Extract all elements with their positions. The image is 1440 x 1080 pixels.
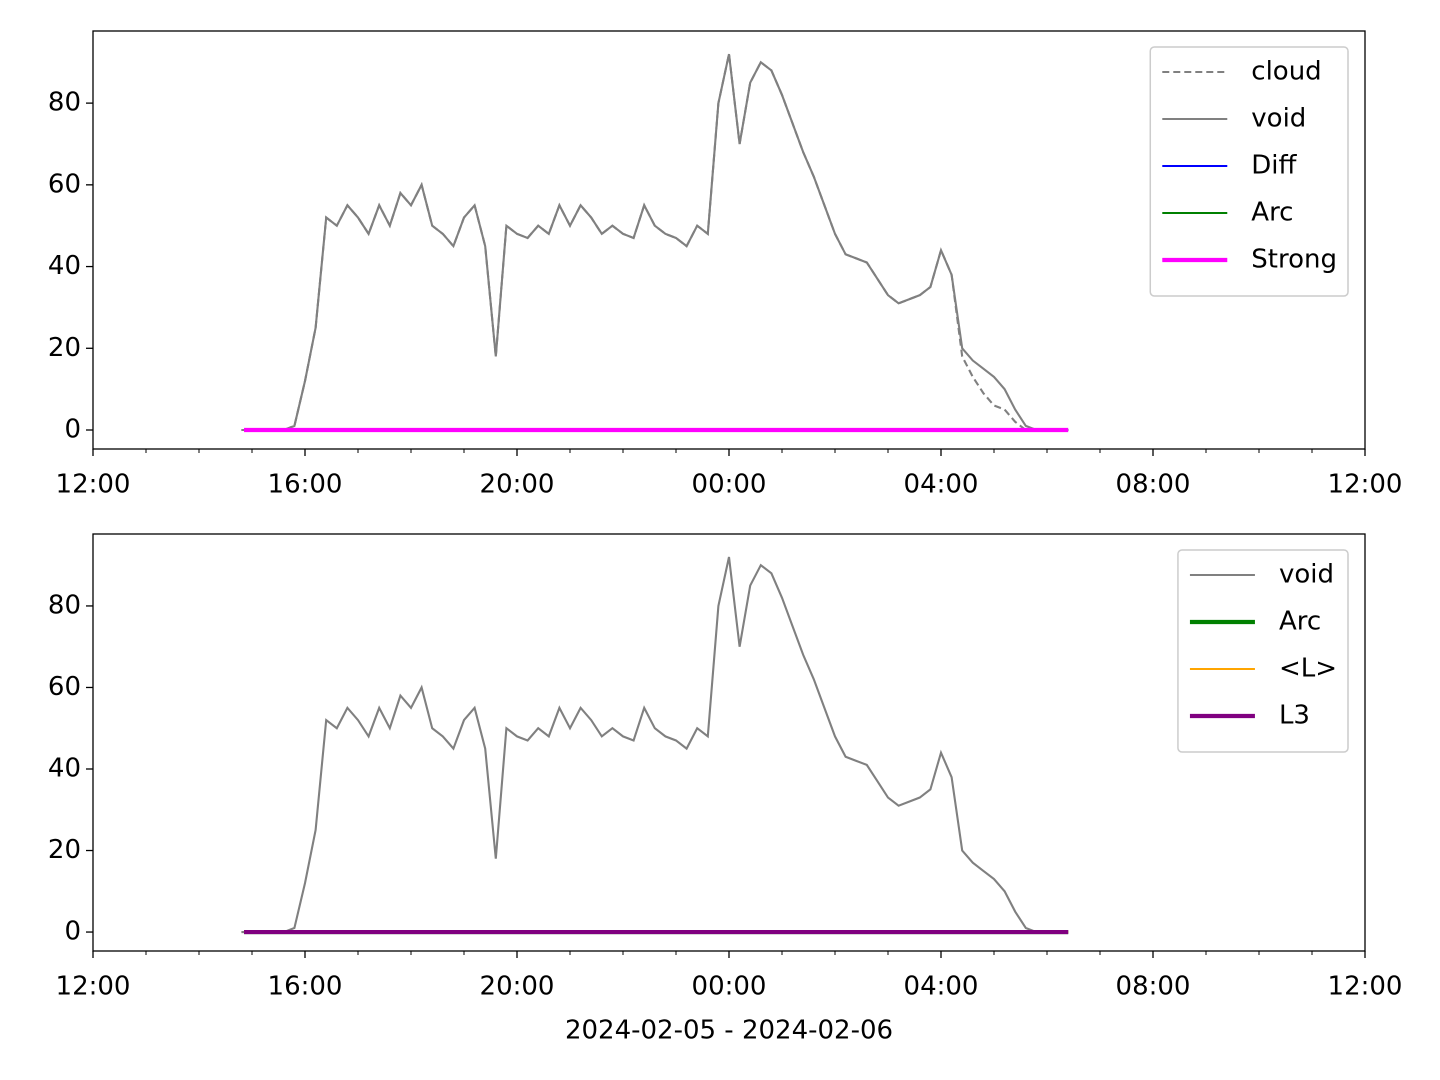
subplot: 0 20 40 60 80 12:00 16:00 20:00 00:00 04:00 08:00 1… bbox=[48, 30, 1403, 500]
legend-label: Arc bbox=[1279, 607, 1321, 637]
y-tick-label: 60 bbox=[48, 672, 81, 702]
legend-label: Strong bbox=[1251, 245, 1337, 275]
x-tick-label: 16:00 bbox=[268, 470, 343, 500]
y-tick-label: 80 bbox=[48, 590, 81, 620]
legend-box bbox=[1177, 549, 1349, 753]
legend-label: cloud bbox=[1251, 57, 1321, 87]
data-line bbox=[241, 556, 1069, 934]
y-tick-label: 0 bbox=[64, 415, 81, 445]
x-tick-label: 20:00 bbox=[480, 470, 555, 500]
legend-label: Arc bbox=[1251, 198, 1293, 228]
x-tick-label: 12:00 bbox=[56, 972, 131, 1002]
x-tick-label: 00:00 bbox=[692, 972, 767, 1002]
axes-frame bbox=[92, 30, 1366, 450]
legend-label: void bbox=[1279, 560, 1334, 590]
x-tick-label: 20:00 bbox=[480, 972, 555, 1002]
y-tick-label: 40 bbox=[48, 251, 81, 281]
subplot: 0 20 40 60 80 12:00 16:00 20:00 00:00 04:00 08:00 1… bbox=[48, 533, 1403, 1046]
x-tick-label: 00:00 bbox=[692, 470, 767, 500]
x-tick-label: 16:00 bbox=[268, 972, 343, 1002]
legend: void Arc <L> L3 bbox=[1177, 549, 1349, 753]
legend: cloud void Diff Arc Strong bbox=[1149, 46, 1349, 297]
y-tick-label: 20 bbox=[48, 835, 81, 865]
legend-label: <L> bbox=[1279, 654, 1337, 684]
x-tick-label: 04:00 bbox=[904, 972, 979, 1002]
y-tick-label: 40 bbox=[48, 753, 81, 783]
x-tick-label: 12:00 bbox=[56, 470, 131, 500]
legend-label: void bbox=[1251, 104, 1306, 134]
y-tick-label: 80 bbox=[48, 88, 81, 118]
axes-frame bbox=[92, 533, 1366, 952]
x-tick-label: 04:00 bbox=[904, 470, 979, 500]
data-line bbox=[241, 53, 1069, 432]
x-tick-label: 12:00 bbox=[1328, 470, 1403, 500]
y-tick-label: 60 bbox=[48, 169, 81, 199]
x-tick-label: 08:00 bbox=[1116, 972, 1191, 1002]
y-tick-label: 20 bbox=[48, 333, 81, 363]
y-tick-label: 0 bbox=[64, 917, 81, 947]
x-tick-label: 12:00 bbox=[1328, 972, 1403, 1002]
legend-label: L3 bbox=[1279, 701, 1310, 731]
legend-box bbox=[1149, 46, 1349, 297]
legend-label: Diff bbox=[1251, 151, 1297, 181]
data-line bbox=[241, 53, 1069, 432]
x-tick-label: 08:00 bbox=[1116, 470, 1191, 500]
x-axis-label: 2024-02-05 - 2024-02-06 bbox=[565, 1016, 893, 1046]
